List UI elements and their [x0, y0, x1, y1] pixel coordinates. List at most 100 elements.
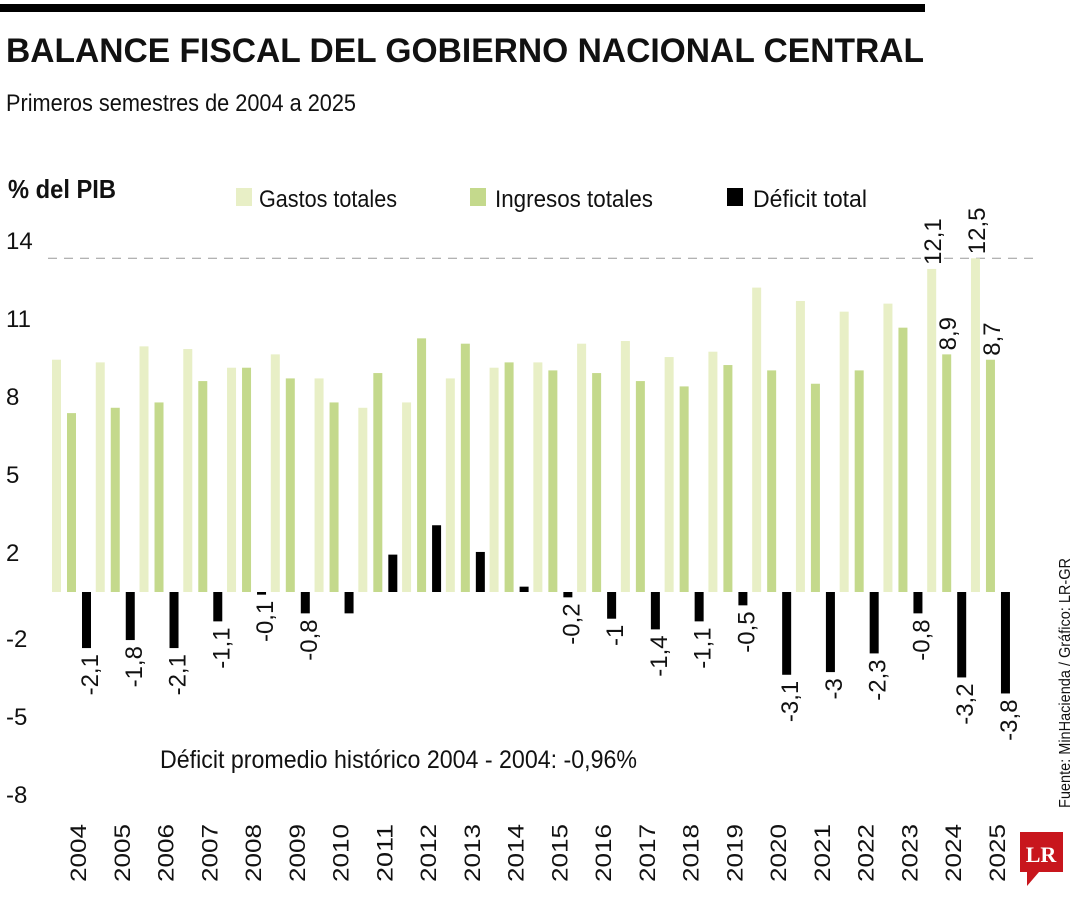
x-tick-label: 2016 [591, 824, 616, 882]
bar-gastos-2005 [95, 362, 105, 592]
legend-label-gastos: Gastos totales [259, 186, 397, 213]
page-subtitle: Primeros semestres de 2004 a 2025 [6, 90, 356, 117]
bar-gastos-2009 [270, 354, 280, 592]
data-label-deficit-2023: -0,8 [908, 619, 935, 660]
data-label-deficit-2019: -0,5 [733, 611, 760, 652]
bar-deficit-2008 [257, 592, 267, 595]
bar-deficit-2011 [388, 554, 398, 592]
bar-ingresos-2023 [898, 327, 908, 592]
bar-deficit-2024 [957, 592, 967, 678]
bar-deficit-2014 [519, 586, 529, 592]
data-label-ingresos-2025: 8,7 [979, 322, 1006, 355]
bar-gastos-2007 [183, 349, 193, 592]
lr-logo: LR [1020, 832, 1063, 886]
y-tick-label: -2 [6, 626, 27, 653]
x-tick-label: 2023 [897, 824, 922, 882]
bar-gastos-2014 [489, 367, 499, 592]
bar-deficit-2016 [607, 592, 617, 619]
bar-gastos-2010 [314, 378, 324, 592]
x-tick-label: 2006 [154, 824, 179, 882]
bar-ingresos-2015 [548, 370, 558, 592]
bar-deficit-2017 [650, 592, 660, 630]
x-tick-label: 2008 [241, 824, 266, 882]
bar-ingresos-2019 [723, 365, 733, 592]
x-tick-label: 2020 [766, 824, 791, 882]
bar-ingresos-2021 [810, 383, 820, 592]
bar-ingresos-2010 [329, 402, 339, 592]
x-tick-label: 2014 [504, 824, 529, 882]
legend-swatch-ingresos [470, 188, 486, 206]
bar-ingresos-2016 [592, 373, 602, 592]
bar-ingresos-2009 [285, 378, 295, 592]
data-label-deficit-2025: -3,8 [996, 699, 1023, 740]
data-label-deficit-2009: -0,8 [296, 619, 323, 660]
y-tick-label: 2 [6, 540, 19, 567]
legend-swatch-gastos [236, 188, 252, 206]
bar-deficit-2007 [213, 592, 223, 622]
bar-gastos-2025 [970, 258, 980, 592]
x-tick-label: 2018 [679, 824, 704, 882]
bar-deficit-2015 [563, 592, 573, 598]
bar-gastos-2015 [533, 362, 543, 592]
x-tick-label: 2004 [66, 824, 91, 882]
bar-deficit-2010 [344, 592, 354, 614]
bar-gastos-2013 [445, 378, 455, 592]
data-label-deficit-2016: -1 [602, 625, 629, 646]
page-title: BALANCE FISCAL DEL GOBIERNO NACIONAL CEN… [6, 32, 924, 70]
data-label-deficit-2007: -1,1 [208, 627, 235, 668]
bar-ingresos-2024 [942, 354, 952, 592]
data-label-deficit-2006: -2,1 [165, 654, 192, 695]
legend: Gastos totales Ingresos totales Déficit … [236, 186, 867, 213]
x-tick-label: 2012 [416, 824, 441, 882]
bar-gastos-2021 [795, 300, 805, 592]
y-tick-label: 11 [6, 306, 31, 333]
data-label-deficit-2024: -3,2 [952, 683, 979, 724]
bar-deficit-2018 [694, 592, 704, 622]
bar-ingresos-2025 [985, 359, 995, 592]
bar-deficit-2013 [475, 551, 485, 592]
data-label-deficit-2005: -1,8 [121, 646, 148, 687]
data-label-gastos-2024: 12,1 [920, 218, 947, 265]
bar-ingresos-2011 [373, 373, 383, 592]
data-label-deficit-2020: -3,1 [777, 681, 804, 722]
bar-ingresos-2020 [767, 370, 777, 592]
bar-deficit-2020 [782, 592, 792, 675]
y-tick-label: -5 [6, 704, 27, 731]
x-tick-label: 2024 [941, 824, 966, 882]
x-tick-label: 2017 [635, 824, 660, 882]
data-label-deficit-2008: -0,1 [252, 601, 279, 642]
bar-gastos-2024 [927, 268, 937, 592]
data-label-deficit-2021: -3 [821, 678, 848, 699]
bar-deficit-2009 [300, 592, 310, 614]
bar-gastos-2016 [577, 343, 587, 592]
bar-gastos-2020 [752, 287, 762, 592]
bar-ingresos-2005 [110, 407, 120, 592]
bar-ingresos-2017 [635, 381, 645, 592]
bar-ingresos-2014 [504, 362, 514, 592]
y-tick-label: -8 [6, 782, 27, 809]
data-label-deficit-2004: -2,1 [77, 654, 104, 695]
svg-text:LR: LR [1026, 842, 1058, 867]
data-label-deficit-2022: -2,3 [865, 659, 892, 700]
bar-ingresos-2006 [154, 402, 164, 592]
legend-swatch-deficit [727, 188, 743, 206]
x-tick-label: 2021 [810, 824, 835, 882]
x-tick-label: 2007 [197, 824, 222, 882]
bar-ingresos-2007 [198, 381, 208, 592]
data-label-deficit-2015: -0,2 [558, 603, 585, 644]
bar-ingresos-2022 [854, 370, 864, 592]
bar-gastos-2022 [839, 311, 849, 592]
average-deficit-annotation: Déficit promedio histórico 2004 - 2004: … [160, 746, 637, 774]
y-tick-label: 14 [6, 228, 33, 255]
bar-gastos-2012 [402, 402, 412, 592]
bar-gastos-2023 [883, 303, 893, 592]
x-tick-label: 2010 [329, 824, 354, 882]
data-label-gastos-2025: 12,5 [964, 208, 991, 255]
x-tick-label: 2022 [854, 824, 879, 882]
data-label-ingresos-2024: 8,9 [935, 317, 962, 350]
legend-label-deficit: Déficit total [753, 186, 867, 213]
bar-ingresos-2008 [242, 367, 252, 592]
bar-deficit-2023 [913, 592, 923, 614]
bar-deficit-2019 [738, 592, 748, 606]
